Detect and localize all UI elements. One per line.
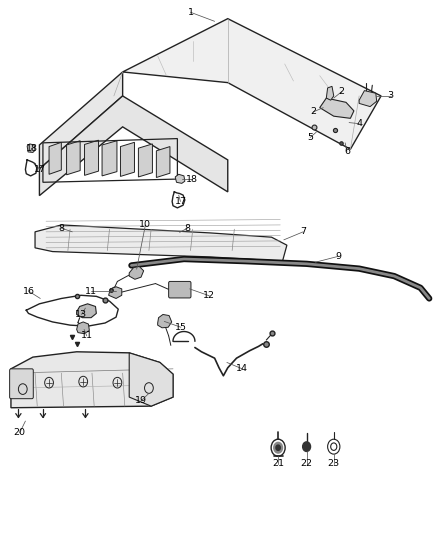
Text: 12: 12 <box>203 292 215 300</box>
Text: 16: 16 <box>22 287 35 295</box>
FancyBboxPatch shape <box>169 281 191 298</box>
Polygon shape <box>158 314 172 328</box>
Polygon shape <box>123 19 381 149</box>
Text: 2: 2 <box>310 108 316 116</box>
Polygon shape <box>35 225 287 261</box>
Polygon shape <box>120 142 134 176</box>
Text: 15: 15 <box>175 323 187 332</box>
Text: 23: 23 <box>328 459 340 468</box>
Text: 7: 7 <box>300 228 306 236</box>
Polygon shape <box>129 353 173 406</box>
Polygon shape <box>77 322 89 334</box>
Text: 4: 4 <box>356 119 362 128</box>
Polygon shape <box>138 144 152 177</box>
Text: 10: 10 <box>139 221 152 229</box>
Circle shape <box>274 442 283 453</box>
Polygon shape <box>67 141 80 175</box>
Text: 11: 11 <box>81 332 93 340</box>
Text: 1: 1 <box>187 8 194 17</box>
Circle shape <box>276 445 280 450</box>
Text: 17: 17 <box>34 165 46 174</box>
Text: 2: 2 <box>339 87 345 96</box>
Text: 8: 8 <box>184 224 191 232</box>
Polygon shape <box>39 72 123 169</box>
Text: 5: 5 <box>307 133 313 142</box>
Polygon shape <box>102 141 117 176</box>
Polygon shape <box>49 142 61 174</box>
Polygon shape <box>129 266 144 279</box>
Text: 11: 11 <box>85 287 97 295</box>
Text: 14: 14 <box>236 365 248 373</box>
Text: 3: 3 <box>388 92 394 100</box>
Polygon shape <box>39 96 228 196</box>
Circle shape <box>303 442 311 451</box>
Text: 21: 21 <box>272 459 284 468</box>
Polygon shape <box>11 352 173 408</box>
Polygon shape <box>359 91 377 107</box>
Text: 19: 19 <box>135 397 147 405</box>
Text: 22: 22 <box>300 459 313 468</box>
Text: 20: 20 <box>14 429 26 437</box>
Polygon shape <box>326 86 334 100</box>
Polygon shape <box>77 304 96 318</box>
Polygon shape <box>156 147 170 177</box>
Polygon shape <box>109 287 122 298</box>
Text: 18: 18 <box>25 144 38 152</box>
FancyBboxPatch shape <box>10 369 33 399</box>
Polygon shape <box>27 144 35 152</box>
Polygon shape <box>85 140 99 175</box>
Text: 17: 17 <box>174 197 187 206</box>
Text: 9: 9 <box>335 252 341 261</box>
Text: 6: 6 <box>344 148 350 156</box>
Polygon shape <box>320 98 354 118</box>
Polygon shape <box>175 174 185 183</box>
Text: 8: 8 <box>58 224 64 232</box>
Text: 18: 18 <box>186 175 198 183</box>
Text: 13: 13 <box>75 310 88 319</box>
